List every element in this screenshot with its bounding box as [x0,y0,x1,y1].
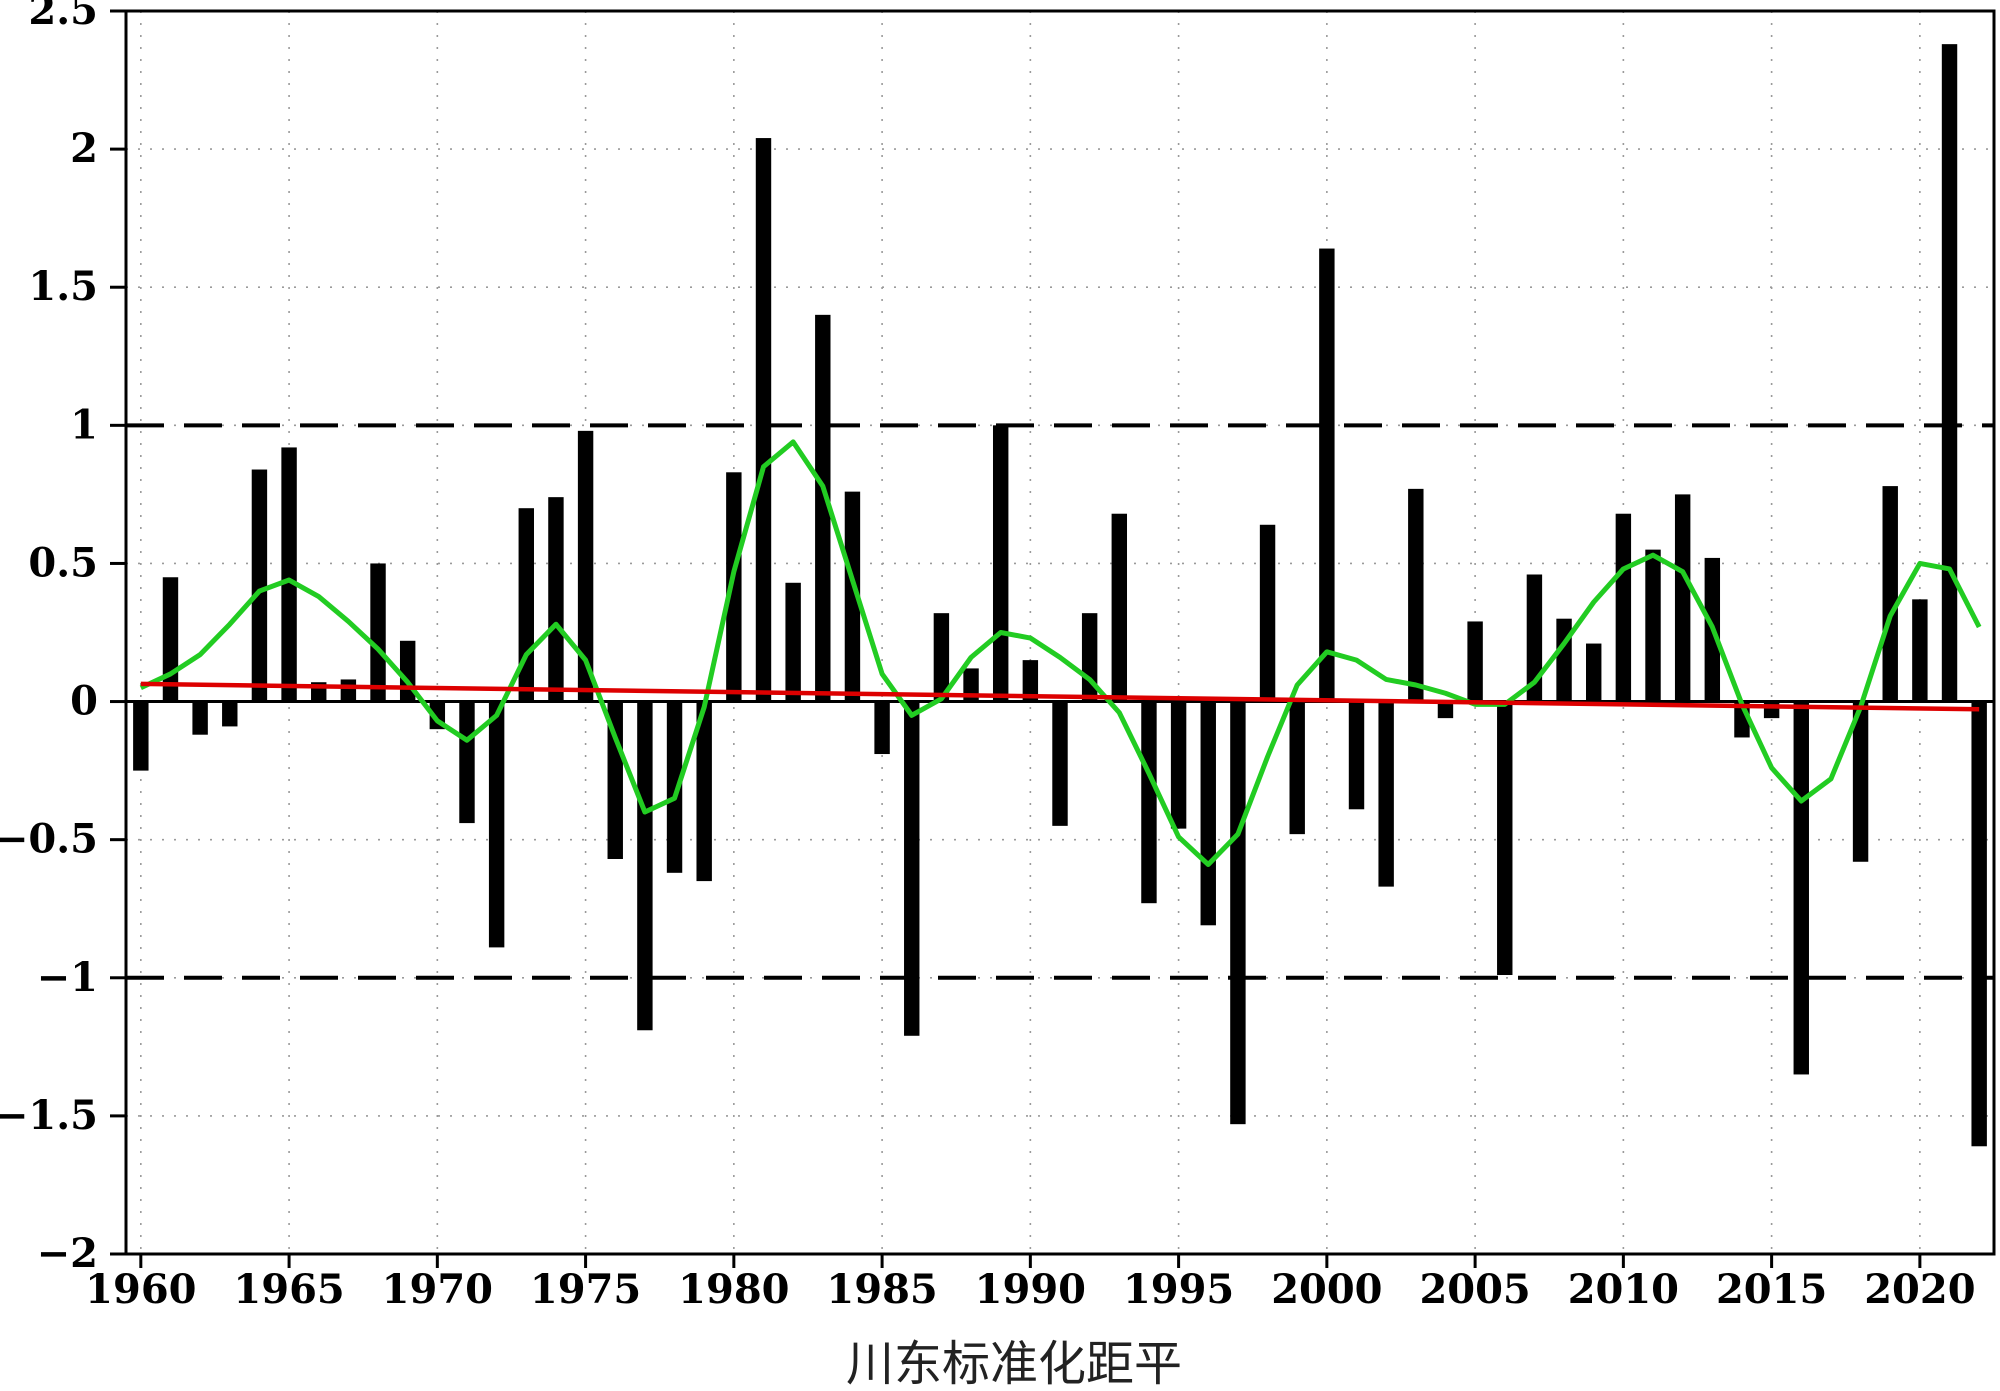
bar-1975 [577,430,594,702]
bar-2021 [1941,44,1958,702]
smoothed-curve-line [139,439,1982,868]
bar-1995 [1170,701,1187,829]
bar-1997 [1230,701,1246,1125]
bar-2017 [1823,701,1839,703]
bar-2007 [1526,574,1543,702]
bar-2009 [1586,643,1602,702]
x-tick-label: 1980 [678,1266,789,1313]
bar-1994 [1141,701,1157,904]
x-tick-label: 1995 [1123,1266,1234,1313]
bar-2019 [1882,486,1898,702]
bar-1974 [548,497,564,702]
y-tick-label: 0 [70,678,98,725]
bar-1981 [755,138,772,702]
bar-2003 [1408,488,1424,702]
bar-1985 [874,701,890,755]
bar-1964 [251,469,268,702]
bar-2015 [1763,701,1780,719]
bar-2022 [1971,701,1987,1147]
bar-1962 [192,701,208,735]
bar-1960 [133,701,149,771]
bar-1990 [1022,660,1039,702]
y-tick-label: 2.5 [28,0,98,34]
bar-1972 [488,701,505,948]
bar-1979 [696,701,712,882]
x-tick-label: 1965 [233,1266,344,1313]
x-tick-label: 2015 [1716,1266,1827,1313]
bar-2008 [1556,618,1572,702]
bar-1996 [1200,701,1216,926]
y-tick-labels: −2 −1.5 −1 −0.5 0 0.5 1 1.5 2 2.5 [0,0,98,1277]
y-tick-label: −2 [37,1230,98,1277]
bar-1977 [637,701,653,1031]
bar-1980 [726,472,742,702]
bar-1989 [992,425,1009,702]
x-axis-title: 川东标准化距平 [846,1336,1182,1391]
bar-1963 [222,701,238,727]
bar-2000 [1319,248,1335,702]
y-tick-label: 0.5 [28,539,98,586]
axis-ticks [110,9,1922,1268]
bar-1983 [815,314,831,702]
x-tick-label: 2000 [1271,1266,1382,1313]
bar-1998 [1259,524,1276,702]
bar-1991 [1052,701,1068,826]
reference-lines [126,423,1994,980]
bar-2010 [1615,513,1632,702]
x-tick-label: 1970 [382,1266,493,1313]
bar-1973 [518,508,534,702]
x-tick-label: 2005 [1419,1266,1530,1313]
bar-1982 [785,582,801,702]
x-tick-label: 2020 [1864,1266,1975,1313]
y-tick-label: −1 [37,954,98,1001]
y-tick-label: 1.5 [28,263,98,310]
bar-1986 [904,701,920,1036]
bar-2018 [1852,701,1869,862]
bar-2002 [1378,701,1394,887]
bar-2004 [1437,701,1454,719]
x-tick-label: 2010 [1568,1266,1679,1313]
x-tick-label: 1985 [826,1266,937,1313]
x-tick-label: 1960 [85,1266,196,1313]
linear-trend-line [140,681,1980,712]
x-tick-label: 1975 [530,1266,641,1313]
bar-2016 [1793,701,1809,1075]
bar-1971 [459,701,475,824]
x-tick-labels: 1960 1965 1970 1975 1980 1985 1990 1995 2000 2005… [85,1266,1975,1313]
y-tick-label: 1 [70,401,98,448]
bar-2001 [1348,701,1365,810]
bar-2011 [1645,549,1661,702]
bar-2005 [1467,621,1483,702]
y-tick-label: 2 [70,125,98,172]
bar-2006 [1497,701,1513,976]
bar-1968 [370,563,386,702]
bar-1999 [1289,701,1305,835]
bar-2012 [1674,494,1691,702]
bar-1965 [281,447,297,702]
y-tick-label: −0.5 [0,816,98,863]
x-tick-label: 1990 [975,1266,1086,1313]
bar-1984 [844,491,861,702]
y-tick-label: −1.5 [0,1092,98,1139]
bar-1987 [933,613,950,702]
bar-2020 [1912,599,1928,702]
anomaly-bars [133,44,1987,1147]
bar-1967 [340,679,357,702]
bar-1978 [666,701,683,873]
plot-frame [124,9,1996,1256]
bar-1993 [1111,513,1128,702]
